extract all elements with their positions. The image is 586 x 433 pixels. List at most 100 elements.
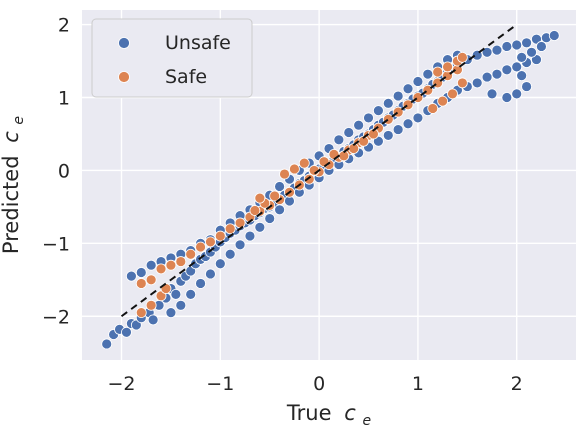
- data-point: [135, 278, 147, 289]
- data-point: [147, 314, 159, 326]
- data-point: [274, 204, 286, 216]
- data-point: [195, 241, 206, 253]
- data-point: [486, 88, 498, 100]
- y-tick-labels: −2 −1 0 1 2: [42, 15, 70, 329]
- legend-label-safe: Safe: [165, 66, 207, 88]
- data-point: [372, 105, 384, 117]
- data-point: [185, 248, 197, 260]
- data-point: [511, 39, 523, 51]
- y-tick-label: 1: [58, 88, 70, 110]
- data-point: [254, 192, 266, 204]
- data-point: [214, 230, 226, 242]
- x-axis-label-subscript: e: [362, 413, 371, 429]
- data-point: [135, 267, 147, 278]
- data-point: [548, 30, 560, 41]
- y-tick-label: −2: [42, 306, 70, 328]
- data-point: [501, 92, 513, 103]
- x-tick-label: 0: [313, 373, 325, 395]
- x-tick-label: 2: [511, 373, 523, 395]
- data-point: [101, 338, 113, 350]
- y-axis-label-symbol: c: [0, 131, 23, 143]
- data-point: [145, 299, 157, 311]
- data-point: [427, 103, 439, 114]
- data-point: [471, 77, 483, 89]
- data-point: [303, 173, 315, 185]
- data-point: [234, 239, 246, 251]
- data-point: [437, 95, 449, 107]
- legend-marker-safe: [118, 71, 130, 83]
- data-point: [244, 230, 256, 242]
- data-point: [511, 61, 523, 73]
- data-point: [422, 68, 434, 80]
- data-point: [382, 130, 394, 141]
- data-point: [279, 168, 290, 180]
- data-point: [392, 90, 404, 102]
- data-point: [254, 221, 266, 233]
- data-point: [269, 190, 281, 202]
- data-point: [205, 268, 216, 280]
- data-point: [224, 248, 236, 260]
- data-point: [511, 88, 523, 100]
- data-point: [274, 181, 286, 192]
- data-point: [165, 259, 177, 271]
- data-point: [125, 270, 137, 282]
- data-point: [224, 223, 236, 235]
- data-point: [145, 259, 157, 271]
- data-point: [536, 41, 547, 52]
- data-point: [521, 37, 532, 49]
- y-tick-label: −1: [42, 233, 70, 255]
- data-point: [516, 51, 528, 63]
- data-point: [447, 88, 458, 100]
- data-point: [289, 163, 300, 175]
- legend: Unsafe Safe: [91, 18, 253, 98]
- y-axis-label-text: Predicted: [0, 155, 23, 254]
- data-point: [442, 61, 453, 73]
- y-tick-label: 2: [58, 15, 70, 37]
- data-point: [402, 118, 414, 130]
- data-point: [343, 127, 355, 138]
- x-axis-label-symbol: c: [344, 401, 356, 425]
- data-point: [205, 236, 216, 248]
- x-axis-label: True c e: [286, 401, 371, 429]
- data-point: [526, 46, 537, 58]
- data-point: [234, 217, 246, 229]
- x-tick-label: −1: [206, 373, 234, 395]
- data-point: [195, 278, 206, 289]
- data-point: [481, 71, 493, 83]
- data-point: [412, 112, 424, 124]
- data-point: [170, 288, 182, 300]
- x-axis-label-text: True: [286, 401, 332, 425]
- y-axis-label: Predicted c e: [0, 116, 27, 254]
- data-point: [491, 68, 503, 80]
- data-point: [432, 66, 444, 78]
- data-point: [175, 299, 187, 311]
- x-tick-label: 1: [412, 373, 424, 395]
- data-point: [264, 213, 276, 224]
- legend-label-unsafe: Unsafe: [165, 32, 231, 54]
- data-point: [516, 70, 528, 82]
- y-axis-label-subscript: e: [11, 116, 27, 125]
- x-tick-labels: −2 −1 0 1 2: [108, 373, 523, 395]
- data-point: [501, 41, 513, 52]
- data-point: [333, 134, 345, 146]
- data-point: [298, 157, 310, 169]
- data-point: [135, 307, 147, 319]
- data-point: [155, 263, 167, 275]
- data-point: [392, 124, 404, 135]
- data-point: [214, 258, 226, 270]
- data-point: [185, 288, 197, 300]
- legend-box: [91, 18, 253, 98]
- data-point: [145, 274, 157, 286]
- data-point: [521, 81, 532, 92]
- data-point: [363, 112, 374, 124]
- data-point: [249, 205, 261, 216]
- data-point: [121, 326, 132, 338]
- data-point: [456, 77, 468, 89]
- reference-line: [120, 23, 518, 318]
- data-point: [382, 97, 394, 109]
- data-point: [402, 83, 414, 95]
- data-point: [175, 256, 187, 267]
- data-point: [353, 119, 365, 131]
- x-tick-label: −2: [108, 373, 136, 395]
